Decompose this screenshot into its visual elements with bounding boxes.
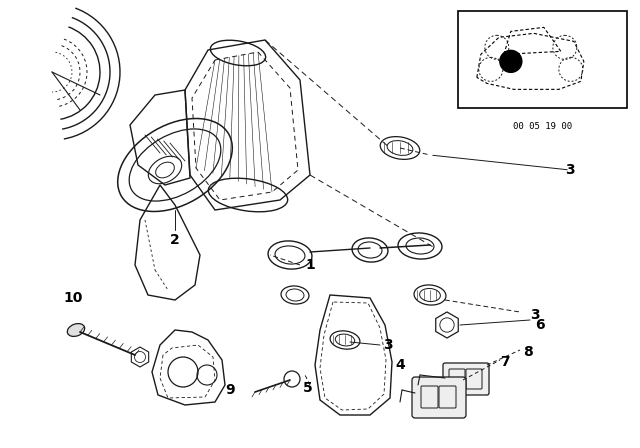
Text: 3: 3 [383, 338, 393, 352]
Text: 8: 8 [523, 345, 533, 359]
Text: 00 05 19 00: 00 05 19 00 [513, 121, 572, 130]
Text: 4: 4 [395, 358, 405, 372]
Text: 5: 5 [303, 381, 313, 395]
Text: 2: 2 [170, 233, 180, 247]
Text: 3: 3 [565, 163, 575, 177]
Text: 7: 7 [500, 355, 510, 369]
Text: 3: 3 [530, 308, 540, 322]
FancyBboxPatch shape [412, 377, 466, 418]
Text: 6: 6 [535, 318, 545, 332]
Text: 9: 9 [225, 383, 235, 397]
Circle shape [500, 50, 522, 73]
Text: 10: 10 [63, 291, 83, 305]
Bar [458, 11, 627, 108]
FancyBboxPatch shape [443, 363, 489, 395]
Ellipse shape [67, 323, 84, 336]
Text: 1: 1 [305, 258, 315, 272]
